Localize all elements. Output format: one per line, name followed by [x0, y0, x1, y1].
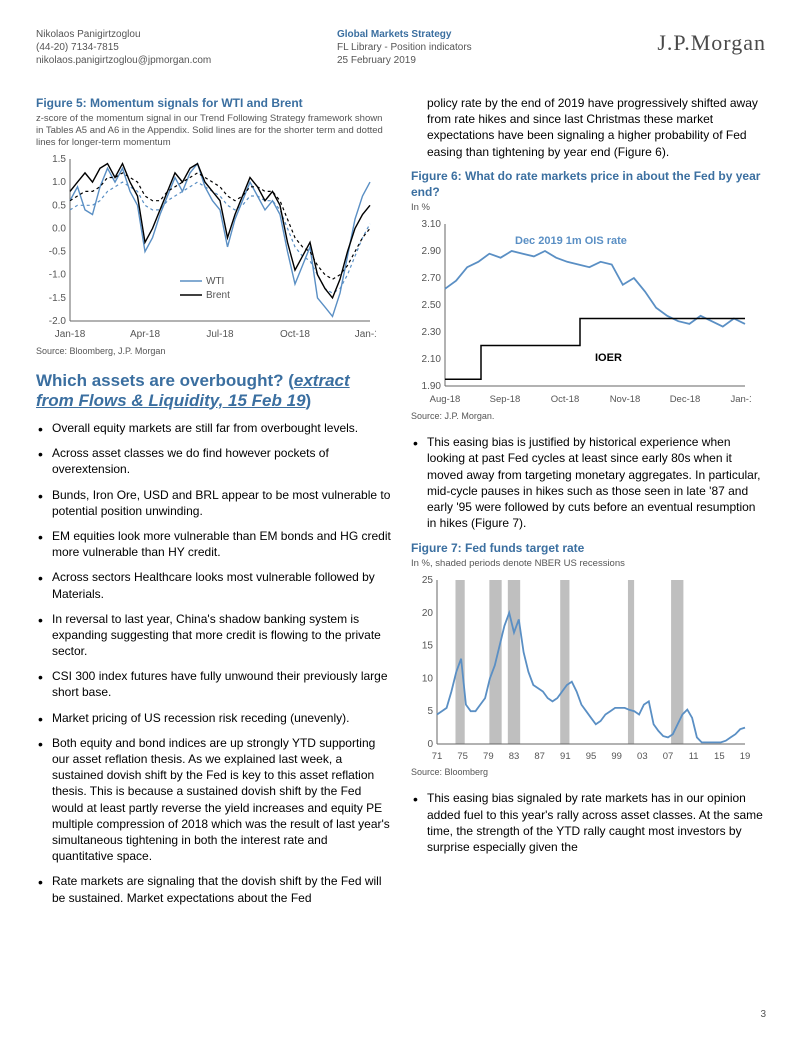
svg-text:Aug-18: Aug-18 — [430, 394, 461, 405]
fig5-chart: -2.0 -1.5 -1.0 -0.5 0.0 0.5 1.0 1.5 Jan-18 Apr-18… — [36, 153, 376, 343]
svg-text:11: 11 — [689, 751, 699, 762]
fig7-source: Source: Bloomberg — [411, 766, 766, 778]
fig7-subtitle: In %, shaded periods denote NBER US rece… — [411, 558, 766, 570]
page-header: Nikolaos Panigirtzoglou (44-20) 7134-781… — [36, 28, 766, 67]
svg-text:Dec-18: Dec-18 — [670, 394, 701, 405]
svg-text:2.50: 2.50 — [422, 300, 442, 311]
svg-text:-1.5: -1.5 — [49, 293, 67, 304]
dept-sub: FL Library - Position indicators — [337, 41, 472, 54]
list-item: CSI 300 index futures have fully unwound… — [36, 668, 391, 700]
svg-text:15: 15 — [714, 751, 725, 762]
section-title: Which assets are overbought? (extract fr… — [36, 371, 391, 410]
jpmorgan-logo: J.P.Morgan — [657, 28, 766, 58]
header-author-block: Nikolaos Panigirtzoglou (44-20) 7134-781… — [36, 28, 211, 67]
svg-text:83: 83 — [509, 751, 520, 762]
svg-text:-1.0: -1.0 — [49, 270, 67, 281]
list-item: This easing bias is justified by histori… — [411, 434, 766, 531]
list-item: Across asset classes we do find however … — [36, 445, 391, 477]
svg-text:19: 19 — [740, 751, 751, 762]
fig5-title: Figure 5: Momentum signals for WTI and B… — [36, 95, 391, 111]
svg-text:Brent: Brent — [206, 290, 230, 301]
dept-date: 25 February 2019 — [337, 54, 472, 67]
list-item: Across sectors Healthcare looks most vul… — [36, 569, 391, 601]
bullets-right-bottom: This easing bias signaled by rate market… — [411, 790, 766, 855]
fig5-subtitle: z-score of the momentum signal in our Tr… — [36, 113, 391, 149]
svg-text:07: 07 — [663, 751, 674, 762]
page-number: 3 — [760, 1008, 766, 1022]
fig6-chart: 1.90 2.10 2.30 2.50 2.70 2.90 3.10 Aug-18 Sep-18… — [411, 218, 751, 408]
svg-text:1.5: 1.5 — [52, 154, 66, 165]
fig6-subtitle: In % — [411, 202, 766, 214]
svg-text:0: 0 — [427, 739, 433, 750]
svg-text:2.30: 2.30 — [422, 327, 442, 338]
svg-text:1.90: 1.90 — [422, 381, 442, 392]
list-item: EM equities look more vulnerable than EM… — [36, 528, 391, 560]
fig7-chart: 0 5 10 15 20 25 71 75 79 83 87 91 95 99 03 07 11 15 19 — [411, 574, 751, 764]
svg-text:Sep-18: Sep-18 — [490, 394, 521, 405]
svg-text:Oct-18: Oct-18 — [551, 394, 580, 405]
svg-text:79: 79 — [483, 751, 494, 762]
fig5-source: Source: Bloomberg, J.P. Morgan — [36, 345, 391, 357]
fig7-title: Figure 7: Fed funds target rate — [411, 540, 766, 556]
list-item: Market pricing of US recession risk rece… — [36, 710, 391, 726]
fig6-title: Figure 6: What do rate markets price in … — [411, 168, 766, 200]
svg-text:75: 75 — [457, 751, 468, 762]
svg-text:5: 5 — [427, 707, 433, 718]
content-columns: Figure 5: Momentum signals for WTI and B… — [36, 95, 766, 915]
svg-text:Jan-19: Jan-19 — [355, 329, 376, 340]
svg-text:03: 03 — [637, 751, 648, 762]
right-column: policy rate by the end of 2019 have prog… — [411, 95, 766, 915]
svg-text:15: 15 — [422, 641, 434, 652]
svg-text:0.5: 0.5 — [52, 200, 66, 211]
svg-text:0.0: 0.0 — [52, 223, 66, 234]
svg-text:3.10: 3.10 — [422, 219, 442, 230]
svg-text:91: 91 — [560, 751, 571, 762]
svg-text:-0.5: -0.5 — [49, 246, 67, 257]
list-item: This easing bias signaled by rate market… — [411, 790, 766, 855]
author-name: Nikolaos Panigirtzoglou — [36, 28, 211, 41]
svg-text:Apr-18: Apr-18 — [130, 329, 160, 340]
svg-text:99: 99 — [611, 751, 622, 762]
left-column: Figure 5: Momentum signals for WTI and B… — [36, 95, 391, 915]
svg-text:95: 95 — [586, 751, 597, 762]
svg-text:2.90: 2.90 — [422, 246, 442, 257]
list-item: In reversal to last year, China's shadow… — [36, 611, 391, 660]
fig6-source: Source: J.P. Morgan. — [411, 410, 766, 422]
svg-text:Jan-18: Jan-18 — [55, 329, 86, 340]
dept-name: Global Markets Strategy — [337, 28, 472, 41]
svg-text:-2.0: -2.0 — [49, 316, 67, 327]
list-item: Rate markets are signaling that the dovi… — [36, 873, 391, 905]
header-dept-block: Global Markets Strategy FL Library - Pos… — [337, 28, 472, 67]
svg-text:Dec 2019 1m OIS rate: Dec 2019 1m OIS rate — [515, 235, 627, 247]
svg-text:10: 10 — [422, 674, 434, 685]
svg-text:71: 71 — [432, 751, 443, 762]
list-item: Bunds, Iron Ore, USD and BRL appear to b… — [36, 487, 391, 519]
svg-text:2.70: 2.70 — [422, 273, 442, 284]
svg-text:1.0: 1.0 — [52, 177, 66, 188]
author-email: nikolaos.panigirtzoglou@jpmorgan.com — [36, 54, 211, 67]
list-item: Both equity and bond indices are up stro… — [36, 735, 391, 865]
bullets-right-mid: This easing bias is justified by histori… — [411, 434, 766, 531]
bullets-left: Overall equity markets are still far fro… — [36, 420, 391, 906]
svg-text:Jul-18: Jul-18 — [206, 329, 234, 340]
right-top-paragraph: policy rate by the end of 2019 have prog… — [427, 95, 766, 160]
svg-text:20: 20 — [422, 608, 434, 619]
svg-text:87: 87 — [534, 751, 545, 762]
svg-text:IOER: IOER — [595, 352, 622, 364]
author-phone: (44-20) 7134-7815 — [36, 41, 211, 54]
section-title-a: Which assets are overbought? ( — [36, 371, 294, 390]
svg-text:Oct-18: Oct-18 — [280, 329, 310, 340]
svg-text:Nov-18: Nov-18 — [610, 394, 641, 405]
list-item: Overall equity markets are still far fro… — [36, 420, 391, 436]
svg-text:25: 25 — [422, 575, 434, 586]
svg-text:WTI: WTI — [206, 276, 224, 287]
svg-text:Jan-19: Jan-19 — [730, 394, 751, 405]
svg-text:2.10: 2.10 — [422, 354, 442, 365]
section-title-c: ) — [306, 391, 312, 410]
